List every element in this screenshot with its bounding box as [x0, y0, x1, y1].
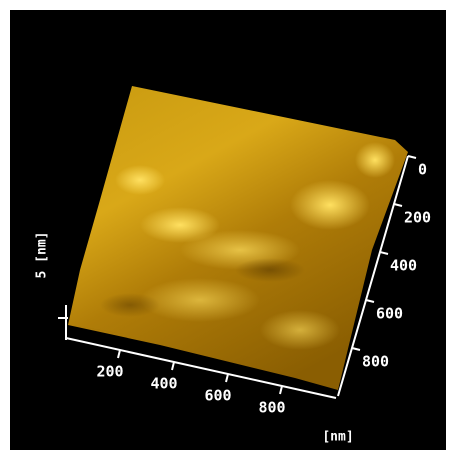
y-tick-label: 800 [362, 353, 389, 371]
x-tick-label: 200 [96, 363, 123, 381]
unit-label: [nm] [322, 430, 353, 445]
x-tick-label: 600 [204, 387, 231, 405]
y-tick-label: 200 [404, 209, 431, 227]
y-tick-label: 600 [376, 305, 403, 323]
z-axis-label: 5 [nm] [35, 232, 50, 279]
y-tick-label: 0 [418, 161, 427, 179]
x-tick-label: 800 [258, 399, 285, 417]
x-tick-label: 400 [150, 375, 177, 393]
page: 5 [nm] [nm] 2004006008000200400600800 ((… [0, 0, 456, 460]
afm-view: 5 [nm] [nm] 200 400 600 800 0 200 400 600 800 [0, 0, 456, 460]
y-tick-label: 400 [390, 257, 417, 275]
